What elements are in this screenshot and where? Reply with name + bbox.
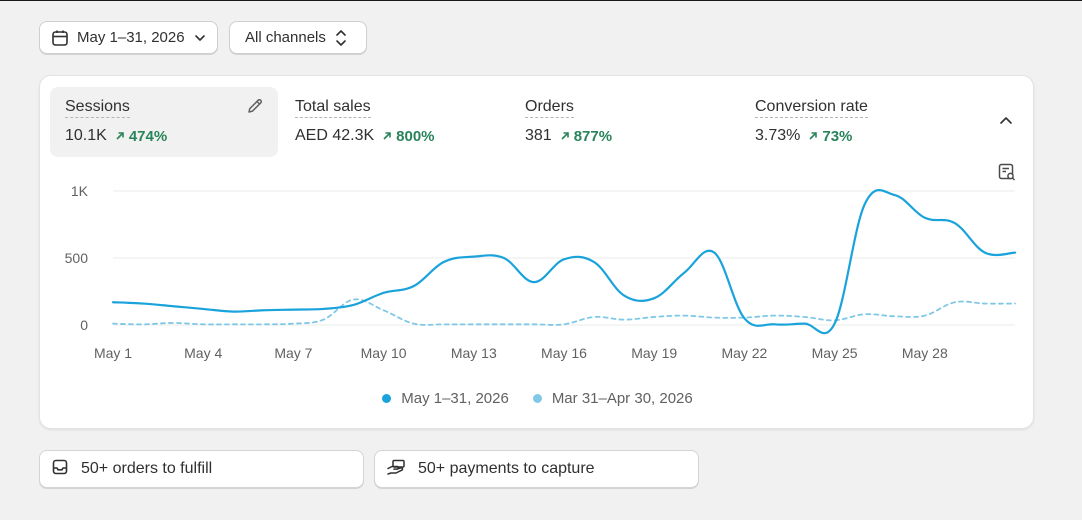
orders-to-fulfill-label: 50+ orders to fulfill <box>81 460 213 477</box>
metric-value: 381 <box>525 127 552 144</box>
series-line-current[interactable] <box>111 189 1017 335</box>
metric-change-value: 73% <box>822 127 853 145</box>
x-tick-label: May 28 <box>902 345 948 361</box>
report-search-icon[interactable] <box>997 162 1017 187</box>
metric-change-value: 474% <box>128 127 168 145</box>
x-tick-label: May 22 <box>721 345 767 361</box>
metric-change: 474% <box>115 128 167 145</box>
metric-title: Total sales <box>295 97 371 118</box>
series-line-comparison[interactable] <box>112 298 1016 326</box>
select-arrows-icon <box>334 29 348 47</box>
x-tick-label: May 10 <box>361 345 407 361</box>
x-tick-label: May 25 <box>812 345 858 361</box>
date-range-button[interactable]: May 1–31, 2026 <box>39 21 218 54</box>
metric-title: Conversion rate <box>755 97 868 118</box>
pencil-icon[interactable] <box>246 97 264 120</box>
arrow-up-right-icon <box>116 132 124 140</box>
channels-label: All channels <box>245 29 326 46</box>
x-tick-label: May 1 <box>94 345 132 361</box>
metric-total-sales[interactable]: Total sales AED 42.3K 800% <box>280 87 508 157</box>
metric-change: 73% <box>808 128 852 145</box>
metric-change: 800% <box>382 127 435 145</box>
date-range-label: May 1–31, 2026 <box>77 29 185 46</box>
metric-change-value: 800% <box>396 127 435 145</box>
chevron-down-icon <box>193 31 207 45</box>
payments-to-capture-label: 50+ payments to capture <box>418 460 595 477</box>
metric-value: 3.73% <box>755 127 801 144</box>
channels-selector[interactable]: All channels <box>229 21 367 54</box>
metric-orders[interactable]: Orders 381 877% <box>510 87 738 157</box>
inbox-icon <box>51 458 69 481</box>
payments-to-capture-button[interactable]: 50+ payments to capture <box>374 450 699 488</box>
x-tick-label: May 4 <box>184 345 222 361</box>
metric-title: Sessions <box>65 97 130 118</box>
x-tick-label: May 19 <box>631 345 677 361</box>
analytics-card: Sessions 10.1K 474% Total sales AED 42.3… <box>39 75 1034 429</box>
metric-conversion-rate[interactable]: Conversion rate 3.73% 73% <box>740 87 968 157</box>
metric-change: 877% <box>560 128 612 145</box>
chevron-up-icon[interactable] <box>997 112 1015 135</box>
x-tick-label: May 13 <box>451 345 497 361</box>
legend-item-current[interactable]: May 1–31, 2026 <box>382 390 509 407</box>
chart-legend: May 1–31, 2026 Mar 31–Apr 30, 2026 <box>40 390 1035 407</box>
x-tick-label: May 7 <box>274 345 312 361</box>
hand-money-icon <box>386 458 406 481</box>
metric-change-value: 877% <box>573 127 613 145</box>
arrow-up-right-icon <box>383 132 391 140</box>
y-tick-label: 500 <box>65 250 89 266</box>
legend-label-comparison: Mar 31–Apr 30, 2026 <box>551 390 693 407</box>
legend-dot-comparison <box>532 394 542 403</box>
y-tick-label: 1K <box>71 183 89 199</box>
top-border <box>0 0 1082 1</box>
calendar-icon <box>51 29 69 47</box>
metric-value: AED 42.3K <box>295 127 375 144</box>
metric-title: Orders <box>525 97 574 118</box>
sessions-line-chart: 1K 500 0 May 1 May 4 May 7 May 10 May 13 May 16 M… <box>65 183 1017 361</box>
legend-label-current: May 1–31, 2026 <box>401 390 509 407</box>
legend-item-comparison[interactable]: Mar 31–Apr 30, 2026 <box>532 390 693 407</box>
arrow-up-right-icon <box>561 132 569 140</box>
y-tick-label: 0 <box>80 317 88 333</box>
legend-dot-current <box>382 394 392 403</box>
orders-to-fulfill-button[interactable]: 50+ orders to fulfill <box>39 450 364 488</box>
metric-value: 10.1K <box>65 127 107 144</box>
metric-sessions[interactable]: Sessions 10.1K 474% <box>50 87 278 157</box>
x-tick-label: May 16 <box>541 345 587 361</box>
arrow-up-right-icon <box>809 132 818 140</box>
